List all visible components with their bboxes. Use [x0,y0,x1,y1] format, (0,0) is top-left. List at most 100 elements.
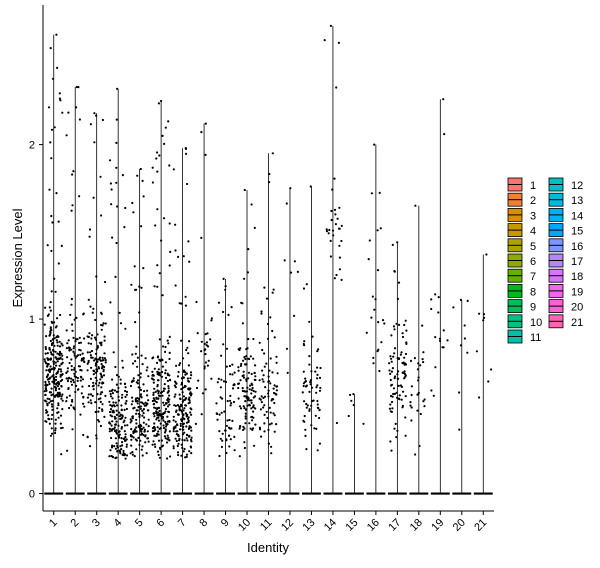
data-point [76,338,79,341]
data-point [99,175,102,178]
data-point [104,361,107,364]
data-point [418,444,421,448]
data-point [157,379,160,382]
data-point [186,377,189,380]
data-point [253,226,256,229]
data-point [72,381,75,384]
data-point [219,386,222,389]
data-point [393,427,396,430]
data-point [99,372,102,375]
data-point [142,267,145,270]
data-point [254,423,257,426]
data-point [122,449,125,453]
violin-12 [280,187,300,495]
data-point [249,384,252,387]
data-point [271,371,274,374]
data-point [157,392,160,395]
data-point [45,400,48,403]
data-point [263,286,266,289]
data-point [67,386,70,390]
data-point [112,401,115,404]
data-point [422,400,425,403]
data-point [156,385,159,388]
data-point [187,402,190,405]
data-point [45,409,48,412]
data-point [53,344,56,347]
data-point [86,436,89,439]
data-point [318,416,321,420]
data-point [229,438,232,441]
data-point [50,343,54,347]
data-point [131,417,134,420]
data-point [151,430,155,433]
data-point [263,430,266,433]
data-point [115,374,119,377]
data-point [156,356,159,359]
data-point [396,377,399,380]
data-point [398,394,401,397]
data-point [228,434,231,437]
data-point [161,358,164,361]
data-point [183,418,186,421]
data-point [334,213,337,216]
data-point [49,368,52,371]
data-point [121,393,124,396]
data-point [65,400,68,403]
data-point [147,440,150,443]
data-point [56,391,60,394]
data-point [123,439,127,442]
data-point [47,414,50,417]
data-point [393,347,397,350]
data-point [245,378,248,381]
data-point [118,415,121,418]
data-point [53,395,56,398]
data-point [392,387,396,390]
data-point [78,341,81,345]
data-point [82,433,85,437]
data-point [152,381,155,384]
data-point [267,428,270,431]
data-point [142,426,145,429]
data-point [220,354,223,357]
data-point [126,424,129,427]
data-point [131,353,134,356]
data-point [225,438,228,441]
data-point [316,449,319,452]
data-point [46,314,50,317]
data-point [310,386,314,389]
data-point [265,410,268,413]
data-point [49,339,53,343]
data-point [303,344,306,347]
data-point [99,397,102,400]
data-point [392,325,396,328]
data-point [159,359,162,362]
data-point [66,370,69,373]
data-point [55,375,58,378]
data-point [118,450,122,453]
data-point [57,411,60,414]
data-point [162,424,165,427]
data-point [102,374,106,377]
y-ticks: 0 1 2 [29,140,43,501]
data-point [146,437,150,440]
data-point [167,385,170,388]
data-point [315,386,318,389]
data-point [130,434,133,438]
data-point [79,375,83,378]
violin-3 [86,112,107,495]
data-point [56,395,60,398]
data-point [118,311,121,314]
data-point [243,188,246,192]
data-point [103,357,106,360]
data-point [135,399,138,403]
data-point [187,387,190,390]
data-point [92,196,95,199]
data-point [124,435,127,439]
data-point [329,239,332,242]
data-point [404,395,407,398]
data-point [50,290,53,293]
data-point [121,416,124,419]
data-point [157,453,160,457]
